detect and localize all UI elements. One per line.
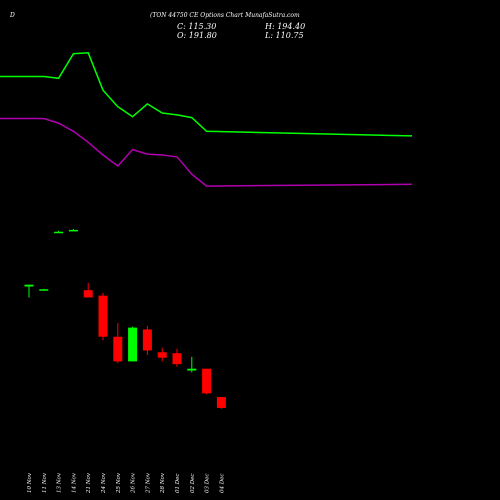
candle xyxy=(98,292,108,341)
candle-body xyxy=(157,352,167,358)
x-tick-label: 21 Nov xyxy=(86,472,92,494)
x-tick-label: 11 Nov xyxy=(42,472,48,493)
x-tick-label: 27 Nov xyxy=(145,472,151,494)
candle xyxy=(142,325,152,355)
x-tick-label: 24 Nov xyxy=(101,472,107,494)
x-tick-label: 04 Dec xyxy=(219,474,225,494)
candle xyxy=(157,347,167,362)
x-tick-label: 10 Nov xyxy=(27,472,33,493)
candle xyxy=(113,323,123,364)
candle-body xyxy=(187,368,197,371)
candle-body xyxy=(83,290,93,298)
bands-layer xyxy=(0,52,413,187)
low-readout: L: 110.75 xyxy=(264,31,304,40)
logo-text: D xyxy=(9,12,15,19)
high-readout: H: 194.40 xyxy=(264,22,305,31)
candle-body xyxy=(202,368,212,394)
candle xyxy=(172,348,182,367)
candle xyxy=(54,230,64,234)
candles-layer xyxy=(24,229,226,409)
x-tick-label: 03 Dec xyxy=(205,474,211,494)
candle-body xyxy=(216,397,226,408)
candle-body xyxy=(113,336,123,362)
candle xyxy=(39,288,49,291)
x-tick-label: 13 Nov xyxy=(57,472,63,493)
candle-body xyxy=(172,353,182,365)
x-tick-label: 28 Nov xyxy=(160,472,166,494)
x-tick-label: 14 Nov xyxy=(71,472,77,493)
candle xyxy=(68,229,78,232)
candle xyxy=(24,284,34,298)
candle-body xyxy=(128,327,138,362)
x-tick-label: 25 Nov xyxy=(116,472,122,494)
candle-body xyxy=(54,231,64,234)
chart-title: (TON 44750 CE Options Chart MunafaSutra.… xyxy=(150,12,300,19)
lower-band-line xyxy=(0,117,413,187)
candle xyxy=(202,368,212,395)
x-tick-label: 26 Nov xyxy=(131,472,137,494)
candle-body xyxy=(39,289,49,291)
candle-body xyxy=(142,329,152,351)
upper-band-line xyxy=(0,52,413,137)
x-tick-label: 01 Dec xyxy=(175,474,181,494)
close-readout: C: 115.30 xyxy=(177,22,216,31)
candle-body xyxy=(68,229,78,232)
x-tick-label: 02 Dec xyxy=(190,474,196,494)
candle-body xyxy=(98,295,108,337)
candle xyxy=(216,397,226,409)
candle xyxy=(83,282,93,298)
candle xyxy=(187,356,197,373)
candle xyxy=(128,326,138,362)
candle-body xyxy=(24,284,34,287)
x-tick-labels: 10 Nov 11 Nov 13 Nov 14 Nov 21 Nov 24 Nov 25 N… xyxy=(27,472,225,494)
open-readout: O: 191.80 xyxy=(177,31,217,40)
